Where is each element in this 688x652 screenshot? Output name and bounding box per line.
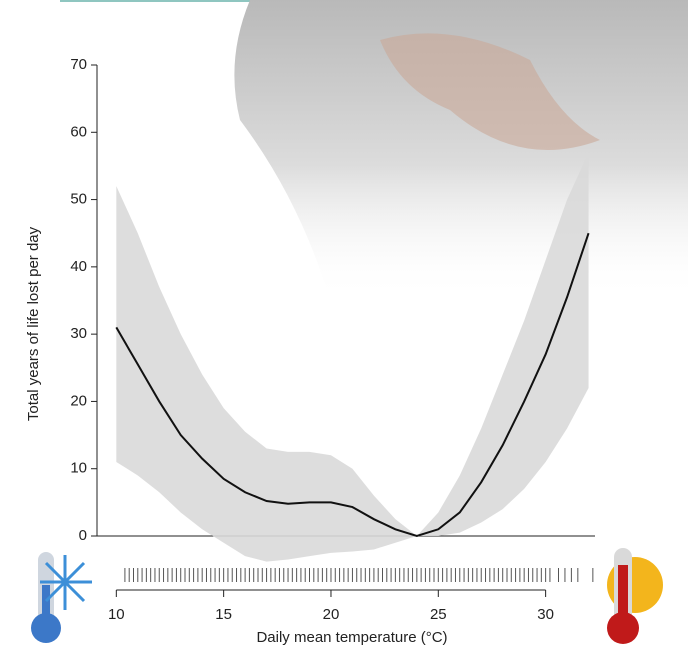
y-tick-label: 20: [70, 392, 87, 409]
chart: Total years of life lost per day Daily m…: [0, 0, 688, 652]
y-tick-label: 70: [70, 56, 87, 73]
y-tick-label: 10: [70, 460, 87, 477]
cold-icon: [31, 552, 92, 643]
x-tick-label: 30: [537, 606, 554, 623]
x-axis-label: Daily mean temperature (°C): [256, 629, 447, 646]
x-tick-label: 10: [108, 606, 125, 623]
y-tick-label: 0: [79, 527, 87, 544]
background-photo: [234, 0, 688, 300]
x-tick-label: 20: [323, 606, 340, 623]
x-tick-label: 25: [430, 606, 447, 623]
y-tick-label: 60: [70, 123, 87, 140]
y-tick-label: 40: [70, 258, 87, 275]
x-tick-label: 15: [215, 606, 232, 623]
y-tick-label: 50: [70, 191, 87, 208]
y-tick-label: 30: [70, 325, 87, 342]
hot-icon: [607, 548, 663, 644]
y-axis-label: Total years of life lost per day: [25, 226, 42, 421]
